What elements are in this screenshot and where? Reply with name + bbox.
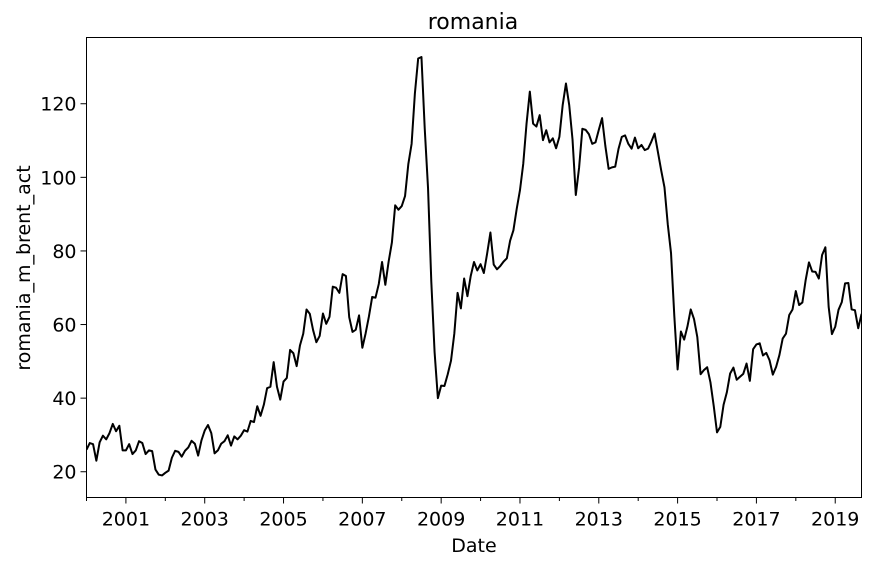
x-tick-label: 2007 — [338, 509, 386, 531]
x-axis: 2001 2003 2005 2007 2009 2011 2013 2015 2017 2019 — [86, 497, 859, 531]
x-tick-label: 2005 — [259, 509, 307, 531]
x-tick-label: 2017 — [732, 509, 780, 531]
axes-frame — [86, 37, 862, 498]
y-axis: 20 40 60 80 100 120 — [40, 94, 87, 484]
chart-title: romania — [428, 10, 518, 35]
x-tick-label: 2015 — [653, 509, 701, 531]
x-tick-label: 2013 — [575, 509, 623, 531]
x-tick-label: 2011 — [496, 509, 544, 531]
x-tick-label: 2001 — [102, 509, 150, 531]
y-tick-label: 40 — [52, 388, 76, 410]
y-tick-label: 100 — [40, 167, 76, 189]
y-tick-label: 80 — [52, 241, 76, 263]
x-tick-label: 2009 — [417, 509, 465, 531]
y-tick-label: 60 — [52, 315, 76, 337]
plot-area — [86, 56, 862, 477]
y-tick-label: 120 — [40, 94, 76, 116]
series-line-0 — [86, 56, 862, 477]
x-tick-label: 2003 — [181, 509, 229, 531]
y-axis-label: romania_m_brent_act — [13, 165, 35, 370]
x-tick-label: 2019 — [811, 509, 859, 531]
x-axis-label: Date — [451, 535, 496, 557]
y-tick-label: 20 — [52, 462, 76, 484]
